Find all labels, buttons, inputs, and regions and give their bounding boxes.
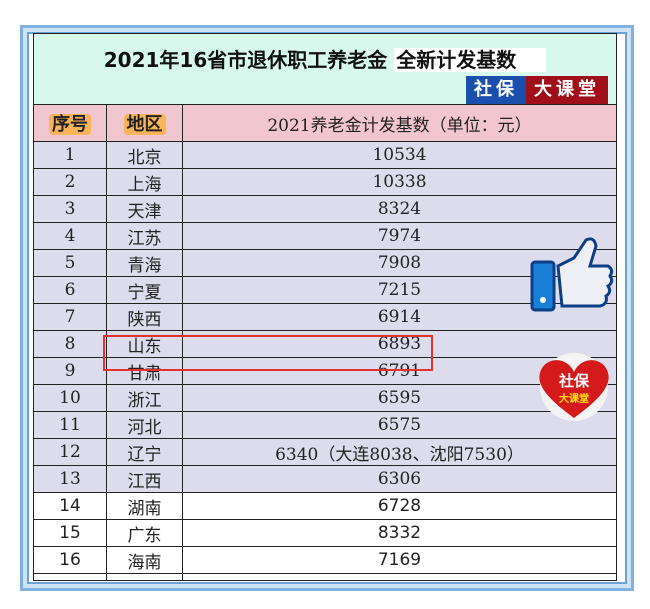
cell-value: 10534 (182, 141, 617, 169)
cell-region: 天津 (106, 195, 183, 223)
empty-cell (182, 573, 617, 581)
header-value: 2021养老金计发基数（单位：元） (182, 104, 617, 142)
table-row: 2 上海 10338 (33, 168, 617, 196)
cell-value: 6728 (182, 492, 617, 520)
cell-value: 6575 (182, 411, 617, 439)
cell-region: 广东 (106, 519, 183, 547)
cell-region: 湖南 (106, 492, 183, 520)
cell-n: 15 (33, 519, 107, 547)
heart-text-2: 大课堂 (559, 392, 589, 405)
cell-value: 8332 (182, 519, 617, 547)
cell-region: 海南 (106, 546, 183, 574)
table-row: 15 广东 8332 (33, 519, 617, 547)
table-row: 13 江西 6306 (33, 465, 617, 493)
cell-region: 宁夏 (106, 276, 183, 304)
title-highlight: 全新计发基数 (394, 48, 547, 72)
cell-n: 8 (33, 330, 107, 358)
cell-region: 江苏 (106, 222, 183, 250)
thumbs-up-icon (530, 237, 614, 312)
highlight-box (103, 335, 433, 371)
table-row: 12 辽宁 6340（大连8038、沈阳7530） (33, 438, 617, 466)
cell-region: 河北 (106, 411, 183, 439)
cell-region: 青海 (106, 249, 183, 277)
table-row: 14 湖南 6728 (33, 492, 617, 520)
cell-region: 甘肃 (106, 357, 183, 385)
empty-cell (33, 573, 107, 581)
brand-logo: 社保 大课堂 (466, 76, 608, 104)
cell-n: 6 (33, 276, 107, 304)
cell-n: 2 (33, 168, 107, 196)
cell-n: 14 (33, 492, 107, 520)
data-table: 序号 地区 2021养老金计发基数（单位：元） 1 北京 10534 2 上海 10338… (33, 104, 617, 581)
table-row: 8 山东 6893 (33, 330, 617, 358)
cell-n: 16 (33, 546, 107, 574)
cell-value: 7169 (182, 546, 617, 574)
header-region: 地区 (106, 104, 183, 142)
cell-region: 北京 (106, 141, 183, 169)
cell-value: 6306 (182, 465, 617, 493)
heart-text-1: 社保 (558, 372, 590, 390)
cell-n: 3 (33, 195, 107, 223)
cell-n: 1 (33, 141, 107, 169)
brand-part1: 社保 (466, 76, 526, 104)
cell-n: 4 (33, 222, 107, 250)
header-region-label: 地区 (123, 114, 166, 135)
header-row: 序号 地区 2021养老金计发基数（单位：元） (33, 104, 617, 142)
cell-n: 9 (33, 357, 107, 385)
page-title: 2021年16省市退休职工养老金 全新计发基数 (34, 44, 616, 73)
cell-region: 浙江 (106, 384, 183, 412)
brand-part2: 大课堂 (526, 76, 608, 104)
cell-n: 11 (33, 411, 107, 439)
cell-region: 陕西 (106, 303, 183, 331)
heart-logo: 社保 大课堂 (539, 353, 609, 421)
cell-n: 10 (33, 384, 107, 412)
table-row: 1 北京 10534 (33, 141, 617, 169)
title-main: 2021年16省市退休职工养老金 (103, 48, 388, 72)
cell-value: 8324 (182, 195, 617, 223)
table-row: 11 河北 6575 (33, 411, 617, 439)
cell-n: 13 (33, 465, 107, 493)
header-index-label: 序号 (49, 114, 91, 135)
cell-value: 10338 (182, 168, 617, 196)
cell-region: 上海 (106, 168, 183, 196)
cell-value: 6340（大连8038、沈阳7530） (182, 438, 617, 466)
table-row: 16 海南 7169 (33, 546, 617, 574)
cell-region: 江西 (106, 465, 183, 493)
cell-n: 5 (33, 249, 107, 277)
cell-n: 12 (33, 438, 107, 466)
empty-row (33, 573, 617, 581)
table-row: 3 天津 8324 (33, 195, 617, 223)
pension-table: 2021年16省市退休职工养老金 全新计发基数 社保 大课堂 序号 地区 202… (33, 33, 617, 581)
header-index: 序号 (33, 104, 107, 142)
cell-n: 7 (33, 303, 107, 331)
title-bar: 2021年16省市退休职工养老金 全新计发基数 社保 大课堂 (33, 33, 617, 104)
empty-cell (106, 573, 183, 581)
cell-region: 辽宁 (106, 438, 183, 466)
